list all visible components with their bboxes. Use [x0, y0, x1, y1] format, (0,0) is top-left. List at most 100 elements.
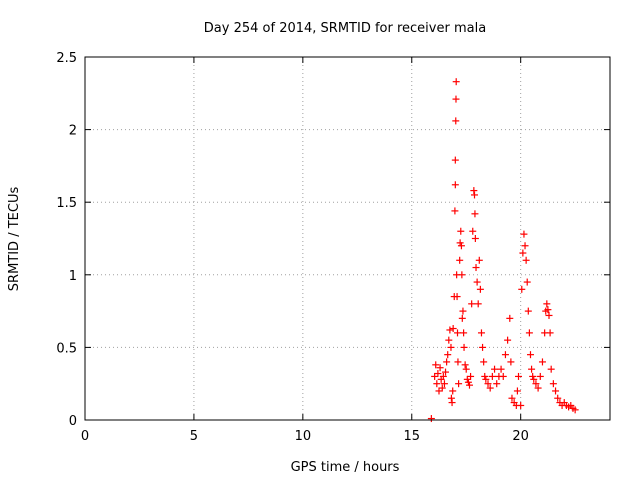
data-point — [465, 381, 473, 389]
data-point — [499, 372, 507, 380]
data-point — [474, 300, 482, 308]
data-point — [526, 351, 534, 359]
data-point — [451, 207, 459, 215]
data-point — [472, 264, 480, 272]
y-tick-label: 2 — [69, 124, 77, 139]
data-point — [448, 399, 456, 407]
data-point — [446, 326, 454, 334]
data-point — [482, 375, 490, 383]
x-axis-label: GPS time / hours — [291, 460, 400, 475]
data-point — [433, 380, 441, 388]
data-point — [438, 384, 446, 392]
data-point — [486, 384, 494, 392]
data-point — [524, 307, 532, 315]
data-point — [532, 380, 540, 388]
data-point — [432, 361, 440, 369]
data-point — [475, 256, 483, 264]
y-tick-label: 1.5 — [56, 196, 77, 211]
data-point — [543, 300, 551, 308]
y-tick-label: 2.5 — [56, 51, 77, 66]
data-point — [452, 117, 460, 125]
y-tick-label: 0.5 — [56, 341, 77, 356]
data-point — [520, 230, 528, 238]
data-point — [455, 380, 463, 388]
data-point — [518, 285, 526, 293]
data-point — [491, 365, 499, 373]
x-tick-label: 5 — [190, 429, 198, 444]
data-point — [484, 380, 492, 388]
x-tick-label: 15 — [403, 429, 420, 444]
data-point — [436, 364, 444, 372]
data-point — [552, 387, 560, 395]
y-tick-label: 1 — [69, 269, 77, 284]
data-point — [461, 361, 469, 369]
data-point — [451, 156, 459, 164]
x-tick-labels: 0 5 10 15 20 — [81, 429, 529, 444]
data-point — [571, 406, 579, 414]
data-point — [434, 370, 442, 378]
data-point — [447, 343, 455, 351]
y-tick-labels: 0 0.5 1 1.5 2 2.5 — [56, 51, 77, 429]
data-point — [554, 394, 562, 402]
data-point — [445, 336, 453, 344]
data-point — [471, 210, 479, 218]
data-point — [449, 387, 457, 395]
data-point — [488, 372, 496, 380]
data-point — [497, 365, 505, 373]
data-point — [467, 372, 475, 380]
plot-frame — [84, 56, 611, 421]
data-point — [453, 293, 461, 301]
data-point — [427, 415, 435, 423]
data-point — [515, 372, 523, 380]
data-point — [460, 329, 468, 337]
chart-title: Day 254 of 2014, SRMTID for receiver mal… — [204, 21, 486, 36]
data-point — [525, 329, 533, 337]
data-point — [452, 95, 460, 103]
data-point — [460, 343, 468, 351]
x-tick-label: 20 — [512, 429, 529, 444]
data-point — [471, 191, 479, 199]
data-point — [522, 256, 530, 264]
data-point — [458, 271, 466, 279]
x-tick-label: 0 — [81, 429, 89, 444]
data-point — [469, 227, 477, 235]
data-point — [508, 394, 516, 402]
data-point — [504, 336, 512, 344]
data-point — [528, 365, 536, 373]
data-point — [507, 358, 515, 366]
data-point — [451, 181, 459, 189]
data-point — [439, 372, 447, 380]
data-point — [523, 278, 531, 286]
data-point — [530, 375, 538, 383]
x-tick-label: 10 — [295, 429, 312, 444]
data-point — [468, 300, 476, 308]
data-point — [477, 329, 485, 337]
data-point — [506, 314, 514, 322]
data-point — [517, 401, 525, 409]
data-point — [471, 235, 479, 242]
data-point — [544, 306, 552, 314]
data-point — [519, 249, 527, 257]
data-point — [546, 329, 554, 337]
ticks-layer — [84, 56, 610, 421]
data-point — [479, 343, 487, 351]
data-point — [538, 358, 546, 366]
data-point — [449, 325, 457, 333]
data-point — [501, 351, 509, 359]
data-point — [447, 394, 455, 402]
data-point — [442, 368, 450, 376]
data-point — [545, 311, 553, 319]
data-point — [443, 358, 451, 366]
data-point — [462, 365, 470, 373]
data-point — [547, 365, 555, 373]
data-point — [536, 372, 544, 380]
data-point — [454, 358, 462, 366]
data-point — [480, 358, 488, 366]
data-point — [457, 242, 465, 250]
data-point — [452, 78, 460, 86]
data-point — [470, 187, 478, 195]
data-point — [521, 242, 529, 250]
data-point — [513, 387, 521, 395]
data-point — [458, 314, 466, 322]
